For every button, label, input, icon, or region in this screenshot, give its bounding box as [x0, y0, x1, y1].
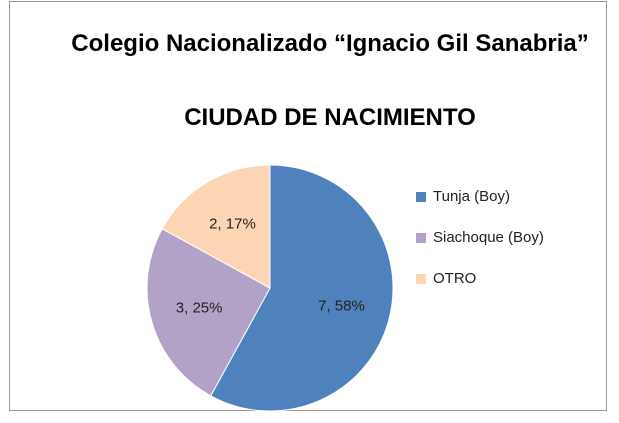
legend-label: Siachoque (Boy): [433, 229, 544, 246]
pie-slice: [161, 164, 271, 289]
data-label: 2, 17%: [209, 215, 256, 232]
legend-label: Tunja (Boy): [433, 188, 510, 205]
pie-slice: [210, 164, 394, 412]
legend-label: OTRO: [433, 270, 476, 287]
data-label: 7, 58%: [318, 297, 365, 314]
legend-swatch: [416, 233, 426, 243]
legend-swatch: [416, 274, 426, 284]
chart-subtitle: CIUDAD DE NACIMIENTO: [184, 104, 476, 131]
pie-slice: [146, 228, 271, 397]
chart-title: Colegio Nacionalizado “Ignacio Gil Sanab…: [71, 30, 589, 57]
data-label: 3, 25%: [176, 300, 223, 317]
legend-swatch: [416, 192, 426, 202]
